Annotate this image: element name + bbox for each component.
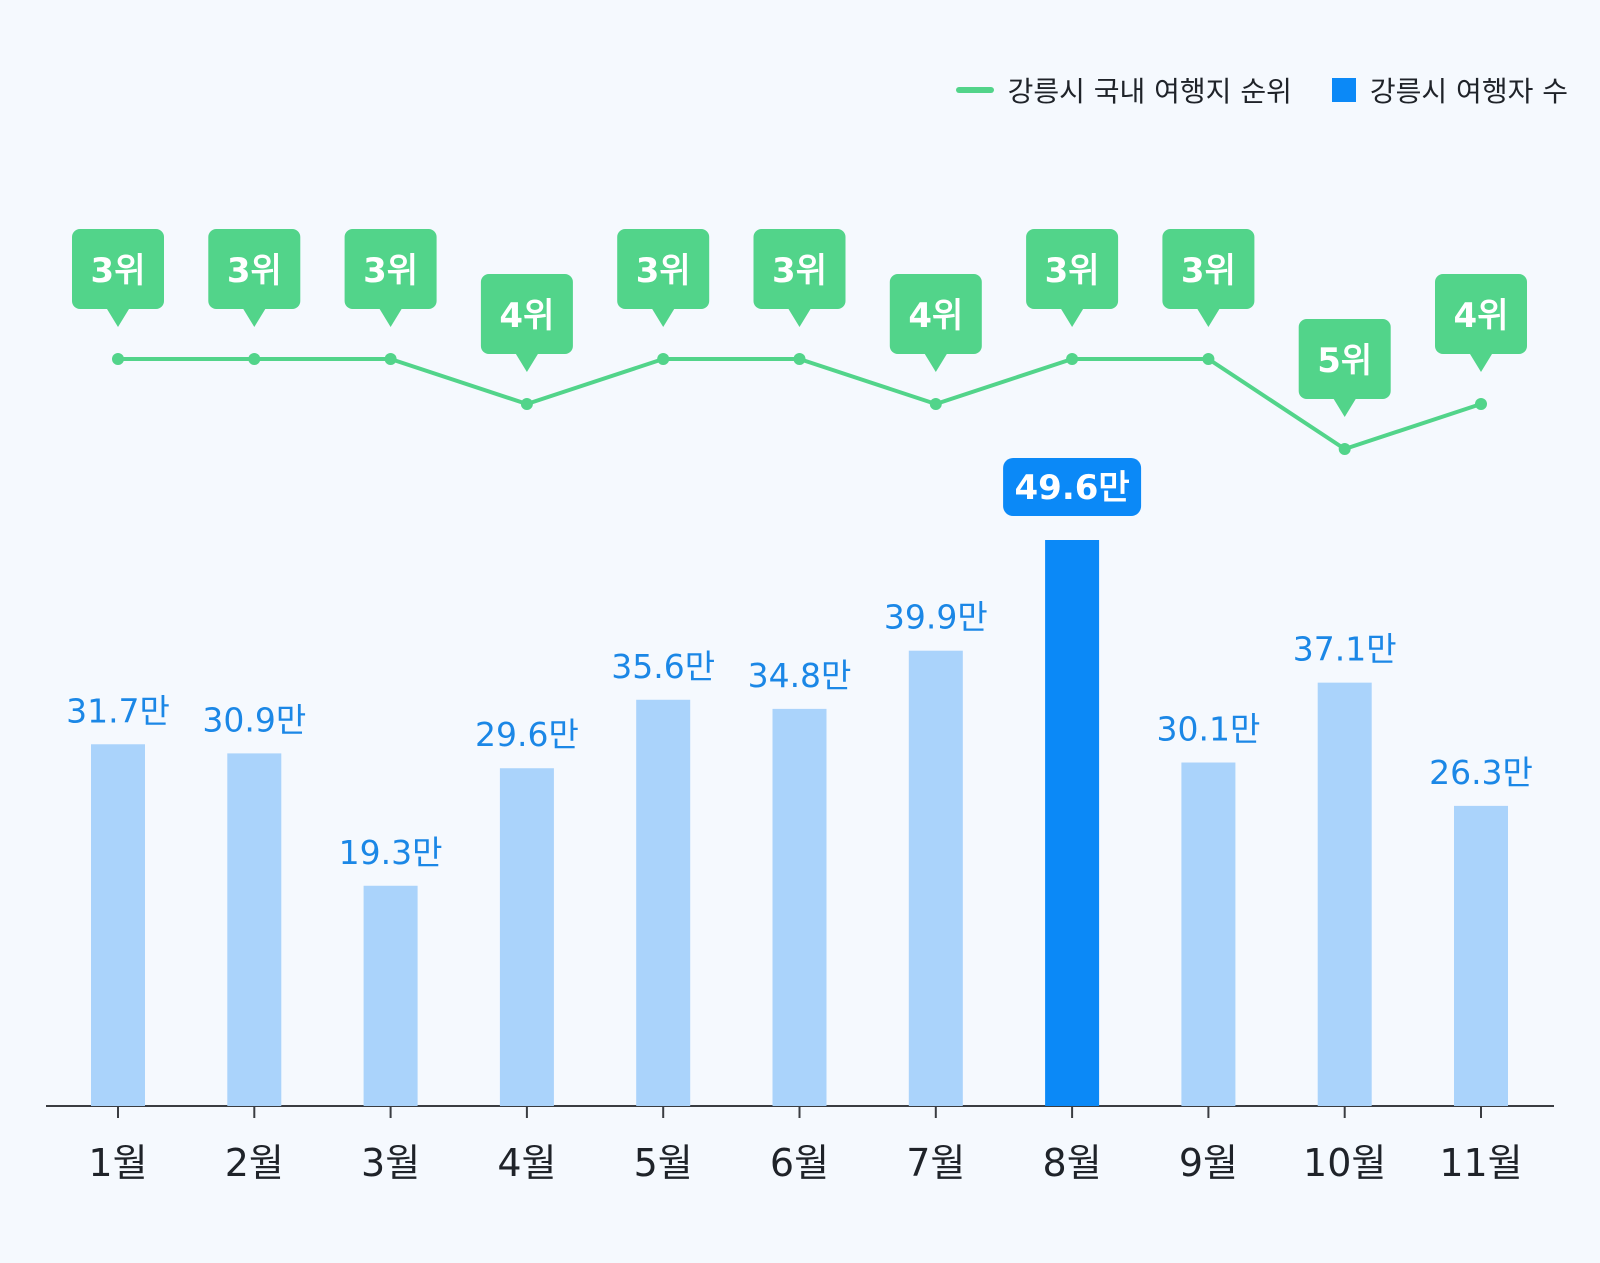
- rank-badge-pointer-1: [107, 309, 129, 327]
- legend-item-visitors: 강릉시 여행자 수: [1331, 70, 1568, 110]
- legend-visitors-label: 강릉시 여행자 수: [1369, 75, 1568, 108]
- x-tick-label-8: 8월: [1043, 1141, 1102, 1185]
- rank-label-6: 3위: [772, 251, 827, 291]
- bar-7: [908, 650, 963, 1106]
- x-tick-label-6: 6월: [770, 1141, 829, 1185]
- bar-value-label-6: 34.8만: [748, 656, 852, 695]
- rank-label-1: 3위: [91, 251, 146, 291]
- rank-badge-11: [1435, 274, 1527, 354]
- rank-badge-pointer-7: [924, 354, 947, 372]
- rank-point-10: [1338, 443, 1351, 455]
- rank-point-1: [112, 353, 124, 365]
- rank-badge-pointer-10: [1333, 399, 1356, 417]
- rank-badge-pointer-5: [652, 309, 675, 327]
- rank-badge-1: [72, 229, 164, 309]
- bar-value-label-9: 30.1만: [1156, 710, 1260, 749]
- rank-badge-10: [1298, 319, 1391, 399]
- rank-badge-pointer-2: [243, 309, 266, 327]
- rank-point-3: [384, 353, 397, 365]
- rank-point-5: [657, 353, 670, 365]
- x-tick-label-5: 5월: [634, 1141, 693, 1185]
- rank-label-8: 3위: [1045, 251, 1100, 291]
- rank-label-4: 4위: [499, 296, 554, 336]
- legend-square-swatch: [1331, 78, 1356, 102]
- rank-badge-9: [1162, 229, 1255, 309]
- x-tick-label-3: 3월: [361, 1141, 420, 1185]
- legend-item-rank: 강릉시 국내 여행지 순위: [955, 70, 1292, 110]
- bar-10: [1317, 682, 1372, 1106]
- bar-value-label-8: 49.6만: [1015, 468, 1130, 508]
- rank-point-4: [520, 398, 533, 410]
- rank-point-8: [1066, 353, 1079, 365]
- bar-value-badge: [1003, 458, 1142, 516]
- rank-badge-3: [344, 229, 437, 309]
- legend-line-swatch: [955, 87, 994, 93]
- x-tick-label-4: 4월: [497, 1141, 556, 1185]
- rank-label-11: 4위: [1454, 296, 1509, 336]
- x-tick-label-7: 7월: [906, 1141, 965, 1185]
- bar-8: [1045, 540, 1100, 1106]
- rank-point-6: [793, 353, 806, 365]
- rank-badge-pointer-3: [379, 309, 402, 327]
- x-tick-label-2: 2월: [225, 1141, 284, 1185]
- bar-value-label-5: 35.6만: [611, 647, 715, 686]
- rank-badge-7: [889, 274, 982, 354]
- bar-value-label-10: 37.1만: [1293, 630, 1397, 669]
- bar-2: [227, 753, 282, 1106]
- rank-line: [118, 357, 1482, 451]
- rank-point-11: [1475, 398, 1487, 410]
- rank-badge-6: [753, 229, 846, 309]
- bar-value-label-1: 31.7만: [66, 691, 170, 730]
- rank-badge-2: [208, 229, 301, 309]
- x-tick-label-1: 1월: [88, 1141, 147, 1185]
- x-tick-label-9: 9월: [1179, 1141, 1238, 1185]
- rank-label-5: 3위: [636, 251, 691, 291]
- rank-point-7: [929, 398, 942, 410]
- bar-value-label-2: 30.9만: [202, 700, 306, 739]
- rank-badge-pointer-9: [1197, 309, 1220, 327]
- rank-badge-pointer-11: [1470, 354, 1492, 372]
- legend: 강릉시 국내 여행지 순위 강릉시 여행자 수: [916, 70, 1568, 110]
- bar-value-label-4: 29.6만: [475, 715, 579, 754]
- rank-badge-8: [1026, 229, 1119, 309]
- rank-badge-5: [617, 229, 710, 309]
- rank-badge-pointer-6: [788, 309, 811, 327]
- rank-point-9: [1202, 353, 1215, 365]
- x-tick-label-11: 11월: [1439, 1141, 1522, 1185]
- rank-label-10: 5위: [1317, 341, 1372, 381]
- rank-label-2: 3위: [227, 251, 282, 291]
- bar-value-label-11: 26.3만: [1429, 753, 1533, 792]
- bar-value-label-7: 39.9만: [884, 598, 988, 637]
- bar-value-label-3: 19.3만: [339, 833, 443, 872]
- rank-badge-pointer-4: [515, 354, 538, 372]
- rank-badge-pointer-8: [1061, 309, 1084, 327]
- bar-3: [363, 885, 418, 1106]
- bar-11: [1454, 805, 1508, 1106]
- x-tick-label-10: 10월: [1303, 1141, 1386, 1185]
- legend-rank-label: 강릉시 국내 여행지 순위: [1007, 75, 1292, 108]
- rank-point-2: [248, 353, 261, 365]
- rank-label-9: 3위: [1181, 251, 1236, 291]
- bar-6: [772, 708, 827, 1106]
- bar-4: [499, 768, 554, 1106]
- bar-9: [1181, 762, 1236, 1106]
- rank-badge-4: [480, 274, 573, 354]
- bar-1: [91, 744, 145, 1106]
- rank-label-3: 3위: [363, 251, 418, 291]
- bar-5: [636, 699, 691, 1106]
- rank-label-7: 4위: [908, 296, 963, 336]
